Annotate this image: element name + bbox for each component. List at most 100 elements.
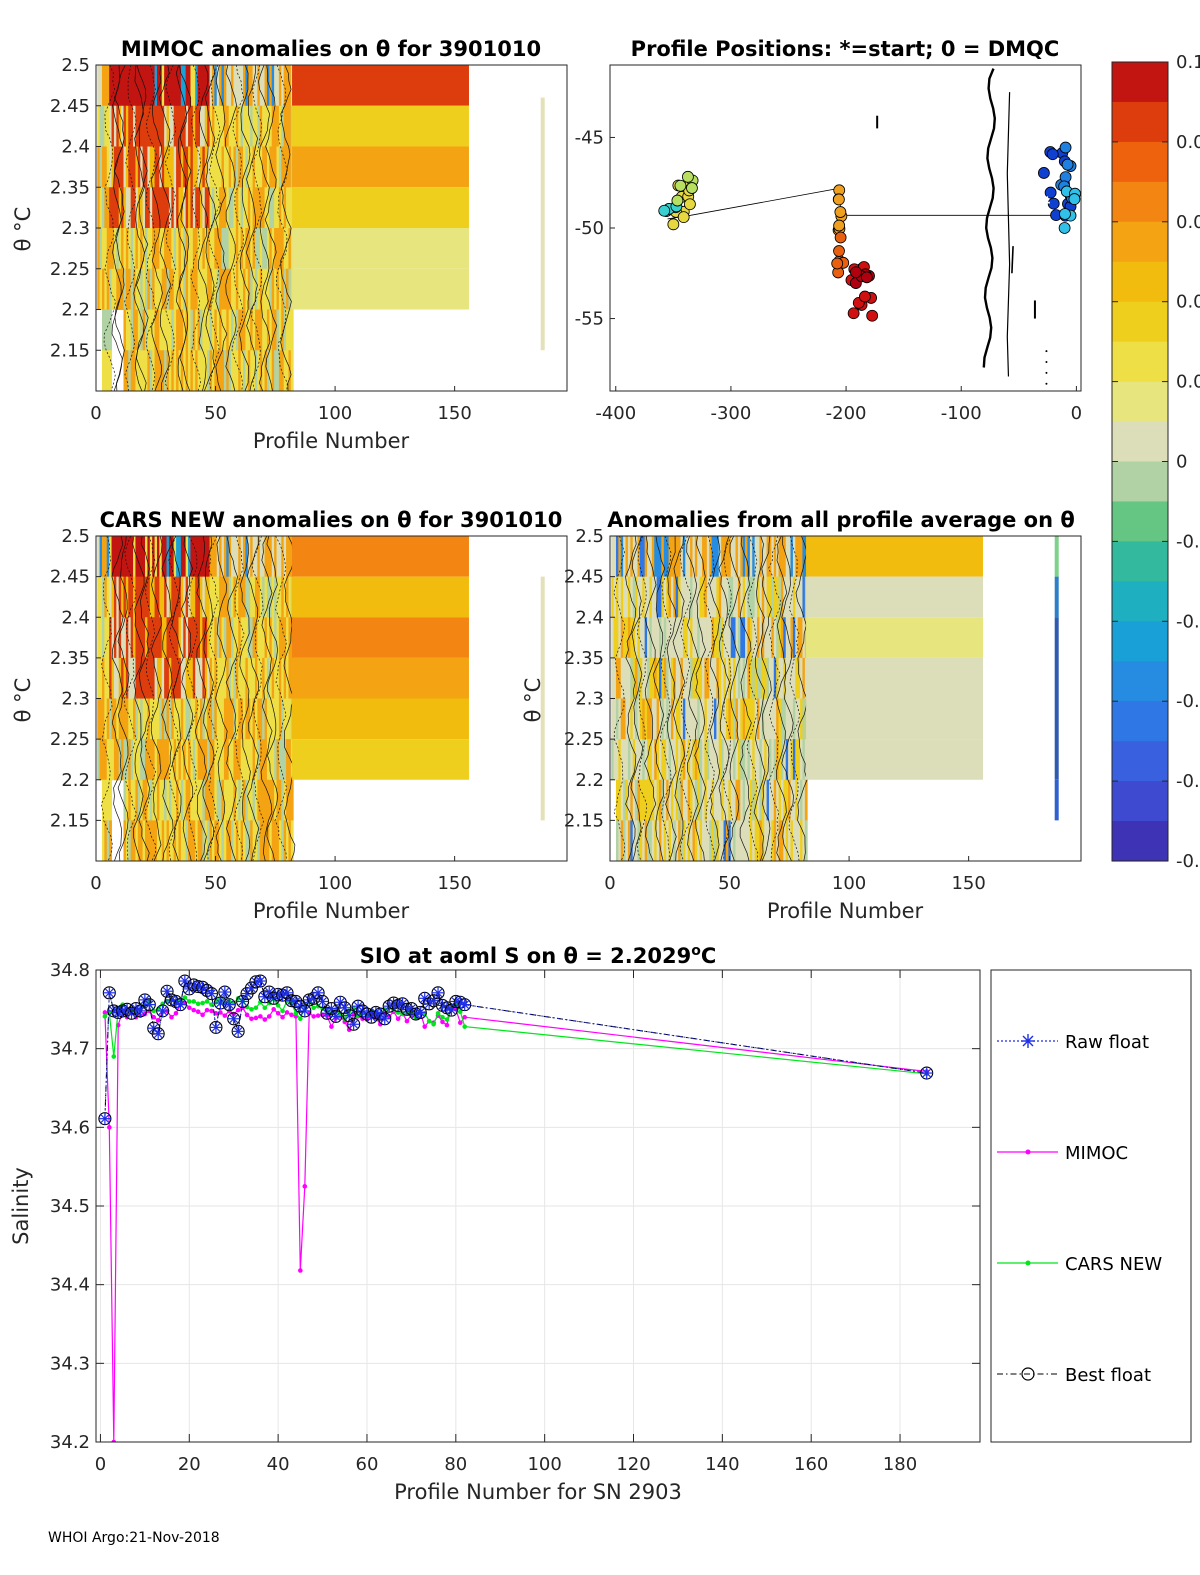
heatmap-cell (702, 617, 705, 659)
heatmap-cell (178, 657, 182, 699)
heatmap-cell (259, 576, 263, 618)
heatmap-cell (795, 698, 799, 740)
mimoc-point (284, 1010, 290, 1015)
heatmap-cell (709, 657, 713, 699)
colorbar-swatch (1112, 141, 1168, 183)
mimoc-point (444, 1022, 450, 1028)
heatmap-cell (274, 146, 277, 188)
heatmap-cell (159, 576, 163, 618)
heatmap-cell (714, 576, 717, 618)
heatmap-cell (697, 536, 701, 578)
heatmap-cell (773, 820, 777, 861)
heatmap-cell (281, 268, 285, 310)
heatmap-cell (620, 536, 624, 578)
heatmap-cell (140, 228, 144, 270)
heatmap-cell (271, 105, 275, 147)
heatmap-cell (274, 576, 277, 618)
cars-new-point (102, 1014, 108, 1019)
heatmap-cell (613, 617, 617, 659)
heatmap-cell (286, 698, 289, 740)
heatmap-cell (128, 739, 132, 781)
contour-line (274, 536, 288, 861)
heatmap-cell (142, 105, 146, 147)
heatmap-cell (730, 536, 734, 578)
heatmap-cell (262, 536, 265, 578)
heatmap-cell (106, 698, 110, 740)
contour-line (728, 536, 741, 861)
heatmap-cell (195, 65, 199, 107)
heatmap-cell (252, 350, 256, 391)
heatmap-cell (250, 698, 254, 740)
heatmap-cell (678, 536, 681, 578)
heatmap-cell (154, 228, 158, 270)
heatmap-cell (714, 536, 717, 578)
heatmap-cell (278, 228, 282, 270)
profile-position-marker (684, 198, 696, 211)
heatmap-cell (632, 576, 636, 618)
heatmap-cell (259, 536, 263, 578)
heatmap-cell (135, 228, 139, 270)
heatmap-cell (190, 65, 194, 107)
heatmap-cell (221, 779, 225, 821)
heatmap-cell (101, 187, 105, 229)
heatmap-cell (202, 657, 206, 699)
x-tick-label: 0 (90, 873, 101, 894)
heatmap-cell (128, 617, 132, 659)
heatmap-cell (159, 779, 163, 821)
heatmap-cell (116, 617, 120, 659)
heatmap-cell (269, 657, 273, 699)
heatmap-cell (164, 698, 167, 740)
heatmap-cell (635, 617, 638, 659)
heatmap-cell (235, 228, 239, 270)
heatmap-cell (670, 536, 674, 578)
heatmap-cell (192, 105, 196, 147)
raw-float-point-stroke (459, 999, 470, 1010)
heatmap-cell (627, 576, 631, 618)
heatmap-block-cell (292, 617, 469, 658)
allavg-ylabel: θ °C (521, 678, 545, 723)
heatmap-cell (240, 657, 244, 699)
x-tick-label: 60 (356, 1454, 379, 1475)
heatmap-cell (271, 536, 275, 578)
x-tick-label: 0 (1071, 403, 1082, 424)
heatmap-cell (274, 65, 277, 107)
heatmap-cell (106, 309, 110, 351)
y-tick-label: 2.4 (61, 137, 90, 158)
raw-float-point (103, 986, 116, 999)
contour-line (252, 536, 265, 861)
heatmap-cell (281, 698, 285, 740)
heatmap-cell (766, 536, 770, 578)
raw-float-point-stroke (340, 1003, 350, 1013)
heatmap-block-cell (806, 617, 983, 658)
heatmap-cell (209, 309, 213, 351)
heatmap-cell (783, 698, 787, 740)
heatmap-cell (245, 65, 249, 107)
heatmap-cell (142, 146, 146, 188)
heatmap-cell (226, 779, 230, 821)
heatmap-cell (654, 576, 658, 618)
heatmap-cell (702, 739, 705, 781)
heatmap-cell (613, 698, 617, 740)
heatmap-cell (269, 739, 273, 781)
heatmap-cell (288, 576, 292, 618)
heatmap-cell (759, 617, 763, 659)
cars-new-point (431, 1021, 436, 1027)
mimoc-point (262, 1017, 268, 1022)
heatmap-cell (250, 779, 254, 821)
heatmap-cell (694, 536, 698, 578)
heatmap-cell (733, 739, 736, 781)
heatmap-cell (271, 820, 275, 861)
profile-position-marker (1068, 193, 1081, 205)
heatmap-cell (156, 65, 160, 107)
colorbar-swatch (1112, 581, 1168, 622)
heatmap-cell (156, 350, 160, 391)
heatmap-cell (190, 698, 194, 740)
heatmap-cell (202, 105, 206, 147)
heatmap-cell (754, 820, 758, 861)
heatmap-cell (168, 350, 172, 391)
colorbar-swatch (1112, 741, 1168, 782)
heatmap-cell (123, 739, 127, 781)
raw-float-point-stroke (326, 1003, 337, 1014)
heatmap-cell (243, 228, 246, 270)
heatmap-cell (663, 820, 667, 861)
